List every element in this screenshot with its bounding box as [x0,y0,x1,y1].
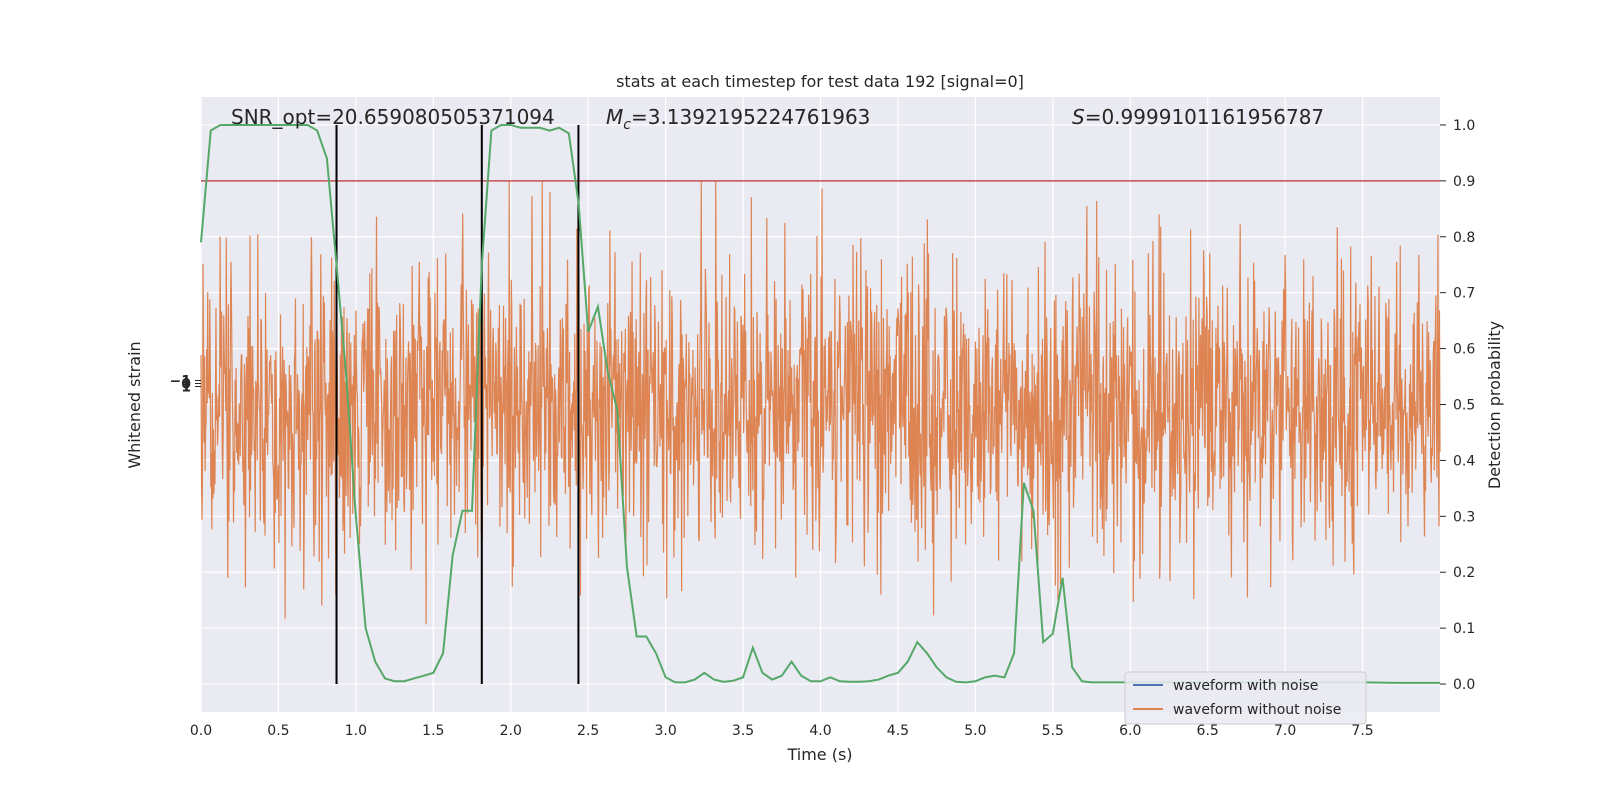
vertical-markers [335,124,580,685]
x-tick-label: 7.5 [1351,723,1373,739]
mc-subscript: c [623,117,631,133]
annotation-snr: SNR_opt=20.659080505371094 [231,105,555,129]
annotation-s: S=0.9999101161956787 [1072,105,1324,129]
x-tick-label: 2.5 [577,723,599,739]
y-right-axis-ticks: 0.0 0.1 0.2 0.3 0.4 0.5 0.6 0.7 0.8 0.9 1.0 [1440,118,1475,693]
left-tick-label: −1 [170,374,191,390]
y-left-axis-ticks: −101 [170,374,201,396]
annotation-chirp-mass: Mc=3.1392195224761963 [606,105,870,133]
legend: waveform with noise waveform without noi… [1124,671,1367,725]
mc-value: =3.1392195224761963 [631,105,870,129]
x-axis-label: Time (s) [786,745,852,764]
x-tick-label: 5.5 [1042,723,1064,739]
left-tick-label: 1 [181,380,191,396]
y-tick-label: 0.0 [1453,677,1475,693]
legend-label-with-noise: waveform with noise [1173,678,1318,694]
x-tick-label: 4.5 [887,723,909,739]
y-tick-label: 1.0 [1453,118,1475,134]
series-detection-probability [200,123,1440,684]
left-tick-label: 0 [181,377,191,393]
plot-content [200,123,1441,685]
legend-label-without-noise: waveform without noise [1173,702,1341,718]
y-tick-label: 0.3 [1453,509,1475,525]
x-axis-ticks: 0.0 0.5 1.0 1.5 2.0 2.5 3.0 3.5 4.0 4.5 5.0 5.5 6.0 6… [190,723,1374,739]
legend-box [1124,671,1367,725]
x-tick-label: 6.0 [1119,723,1141,739]
x-tick-label: 1.0 [345,723,367,739]
y-tick-label: 0.7 [1453,286,1475,302]
y-tick-label: 0.1 [1453,621,1475,637]
x-tick-label: 0.0 [190,723,212,739]
chart-title: stats at each timestep for test data 192… [616,72,1024,91]
x-tick-label: 0.5 [267,723,289,739]
y-tick-label: 0.8 [1453,230,1475,246]
y-tick-label: 0.6 [1453,342,1475,358]
x-tick-label: 3.5 [732,723,754,739]
s-symbol: S [1072,105,1085,129]
y-tick-label: 0.9 [1453,174,1475,190]
mc-symbol: M [606,105,623,129]
x-tick-label: 1.5 [422,723,444,739]
x-tick-label: 2.0 [500,723,522,739]
y-tick-label: 0.5 [1453,398,1475,414]
y-axis-left-label: Whitened strain [125,341,144,468]
y-axis-right-label: Detection probability [1485,321,1504,489]
s-value: =0.9999101161956787 [1085,105,1324,129]
x-tick-label: 3.0 [654,723,676,739]
x-tick-label: 7.0 [1274,723,1296,739]
y-tick-label: 0.4 [1453,453,1475,469]
x-tick-label: 4.0 [809,723,831,739]
x-tick-label: 6.5 [1197,723,1219,739]
y-tick-label: 0.2 [1453,565,1475,581]
x-tick-label: 5.0 [964,723,986,739]
series-waveform-without-noise [200,180,1441,625]
